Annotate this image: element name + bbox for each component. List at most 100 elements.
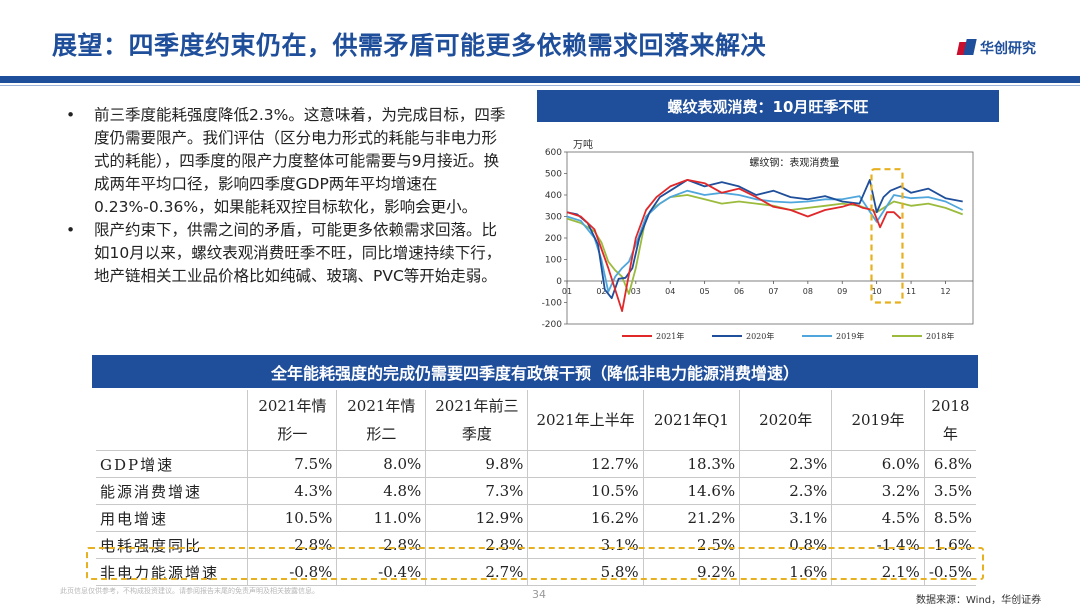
table-cell: 10.5%: [527, 477, 644, 505]
table-cell: -0.5%: [923, 558, 976, 586]
x-tick-label: 05: [700, 287, 710, 296]
table-cell: -0.8%: [247, 558, 337, 586]
bullet-list: • 前三季度能耗强度降低2.3%。这意味着，为完成目标，四季度仍需要限产。我们评…: [66, 104, 506, 288]
table-header-cell: 2018年: [923, 390, 976, 451]
legend-label: 2019年: [836, 331, 864, 340]
bullet-item: • 限产约束下，供需之间的矛盾，可能更多依赖需求回落。比如10月以来，螺纹表观消…: [66, 219, 506, 288]
x-tick-label: 01: [562, 287, 572, 296]
table-cell: 9.2%: [642, 558, 740, 586]
table-cell: 11.0%: [336, 504, 426, 532]
table-cell: 7.5%: [247, 450, 337, 478]
series-line-2020年: [566, 179, 963, 300]
bullet-text: 限产约束下，供需之间的矛盾，可能更多依赖需求回落。比如10月以来，螺纹表观消费旺…: [94, 221, 502, 285]
table-header-cell: 2019年: [831, 390, 925, 451]
y-tick-label: -200: [542, 320, 563, 330]
y-tick-label: 200: [545, 234, 562, 244]
brand-logo: 华创研究: [956, 38, 1036, 58]
legend-label: 2021年: [656, 331, 684, 340]
table-cell: 12.9%: [425, 504, 528, 532]
y-tick-label: 500: [545, 170, 562, 180]
highlight-box: [870, 168, 904, 304]
x-tick-label: 04: [665, 287, 675, 296]
table-cell: 2.7%: [425, 558, 528, 586]
logo-text: 华创研究: [980, 41, 1036, 57]
table-header-cell: 2021年情 形一: [247, 390, 337, 451]
table-cell: 1.6%: [923, 531, 976, 559]
table-cell: 5.8%: [527, 558, 644, 586]
y-tick-label: 0: [556, 277, 562, 287]
table-cell: 10.5%: [247, 504, 337, 532]
page-title: 展望：四季度约束仍在，供需矛盾可能更多依赖需求回落来解决: [52, 31, 767, 60]
table-cell: 6.8%: [923, 450, 976, 478]
table-cell: 4.5%: [831, 504, 925, 532]
table-cell: 14.6%: [642, 477, 740, 505]
table-cell: 3.2%: [831, 477, 925, 505]
table-cell: 18.3%: [642, 450, 740, 478]
row-label: 非电力能源增速: [96, 558, 248, 586]
row-label: 用电增速: [96, 504, 248, 532]
table-cell: 3.5%: [923, 477, 976, 505]
table-cell: 0.8%: [739, 531, 832, 559]
table-cell: 2.8%: [336, 531, 426, 559]
table-cell: -0.4%: [336, 558, 426, 586]
logo-icon: [956, 39, 977, 57]
table-header-cell: 2020年: [739, 390, 832, 451]
x-tick-label: 02: [596, 287, 606, 296]
x-tick-label: 12: [940, 287, 950, 296]
x-tick-label: 09: [837, 287, 847, 296]
row-label: 电耗强度同比: [96, 531, 248, 559]
table-header-row: 2021年情 形一 2021年情 形二 2021年前三 季度 2021年上半年 202…: [96, 390, 976, 451]
rebar-consumption-chart: -200 -100 0 100 200 300 400 500 600 01 02 03 04 05 06 0…: [542, 138, 974, 340]
y-tick-label: 100: [545, 256, 562, 266]
series-line-2018年: [566, 194, 964, 295]
table-cell: 8.5%: [923, 504, 976, 532]
table-cell: 4.8%: [336, 477, 426, 505]
x-tick-label: 07: [768, 287, 778, 296]
x-tick-label: 03: [631, 287, 641, 296]
table-cell: 2.1%: [831, 558, 925, 586]
table-cell: 2.3%: [739, 450, 832, 478]
header-rule: [0, 76, 1080, 83]
table-cell: 16.2%: [527, 504, 644, 532]
x-tick-label: 06: [734, 287, 744, 296]
table-row: 能源消费增速 4.3% 4.8% 7.3% 10.5% 14.6% 2.3% 3…: [96, 477, 976, 505]
plot-frame: [566, 151, 974, 325]
table-row: 电耗强度同比 2.8% 2.8% 2.8% 3.1% 2.5% 0.8% -1.…: [96, 531, 976, 559]
table-cell: 2.8%: [247, 531, 337, 559]
table-cell: 3.1%: [527, 531, 644, 559]
table-row: 非电力能源增速 -0.8% -0.4% 2.7% 5.8% 9.2% 1.6% …: [96, 558, 976, 586]
table-cell: -1.4%: [831, 531, 925, 559]
table-cell: 8.0%: [336, 450, 426, 478]
table-cell: 7.3%: [425, 477, 528, 505]
bullet-dot-icon: •: [66, 106, 76, 124]
y-tick-label: 600: [545, 148, 562, 158]
x-tick-label: 08: [803, 287, 813, 296]
legend-label: 2018年: [926, 331, 954, 340]
table-cell: 21.2%: [642, 504, 740, 532]
table-banner: 全年能耗强度的完成仍需要四季度有政策干预（降低非电力能源消费增速）: [92, 355, 978, 388]
page-number: 34: [532, 588, 546, 601]
table-header-cell: 2021年Q1: [642, 390, 740, 451]
bullet-item: • 前三季度能耗强度降低2.3%。这意味着，为完成目标，四季度仍需要限产。我们评…: [66, 104, 506, 219]
table-header-cell: [96, 390, 248, 451]
table-cell: 3.1%: [739, 504, 832, 532]
table-cell: 2.5%: [642, 531, 740, 559]
energy-intensity-table: 2021年情 形一 2021年情 形二 2021年前三 季度 2021年上半年 202…: [96, 390, 976, 586]
y-tick-label: 300: [545, 213, 562, 223]
header-rule-thin: [0, 85, 1080, 86]
bullet-dot-icon: •: [66, 221, 76, 239]
y-tick-label: -100: [542, 299, 563, 309]
table-cell: 4.3%: [247, 477, 337, 505]
legend-label: 2020年: [746, 331, 774, 340]
table-cell: 12.7%: [527, 450, 644, 478]
table-cell: 2.8%: [425, 531, 528, 559]
table-header-cell: 2021年情 形二: [336, 390, 426, 451]
x-tick-label: 11: [906, 287, 916, 296]
row-label: 能源消费增速: [96, 477, 248, 505]
chart-inner-title: 螺纹钢：表观消费量: [749, 156, 839, 169]
y-axis-unit: 万吨: [573, 138, 593, 151]
table-row: 用电增速 10.5% 11.0% 12.9% 16.2% 21.2% 3.1% …: [96, 504, 976, 532]
bullet-text: 前三季度能耗强度降低2.3%。这意味着，为完成目标，四季度仍需要限产。我们评估（…: [94, 106, 506, 216]
chart-banner: 螺纹表观消费：10月旺季不旺: [537, 90, 999, 122]
x-tick-label: 10: [872, 287, 882, 296]
